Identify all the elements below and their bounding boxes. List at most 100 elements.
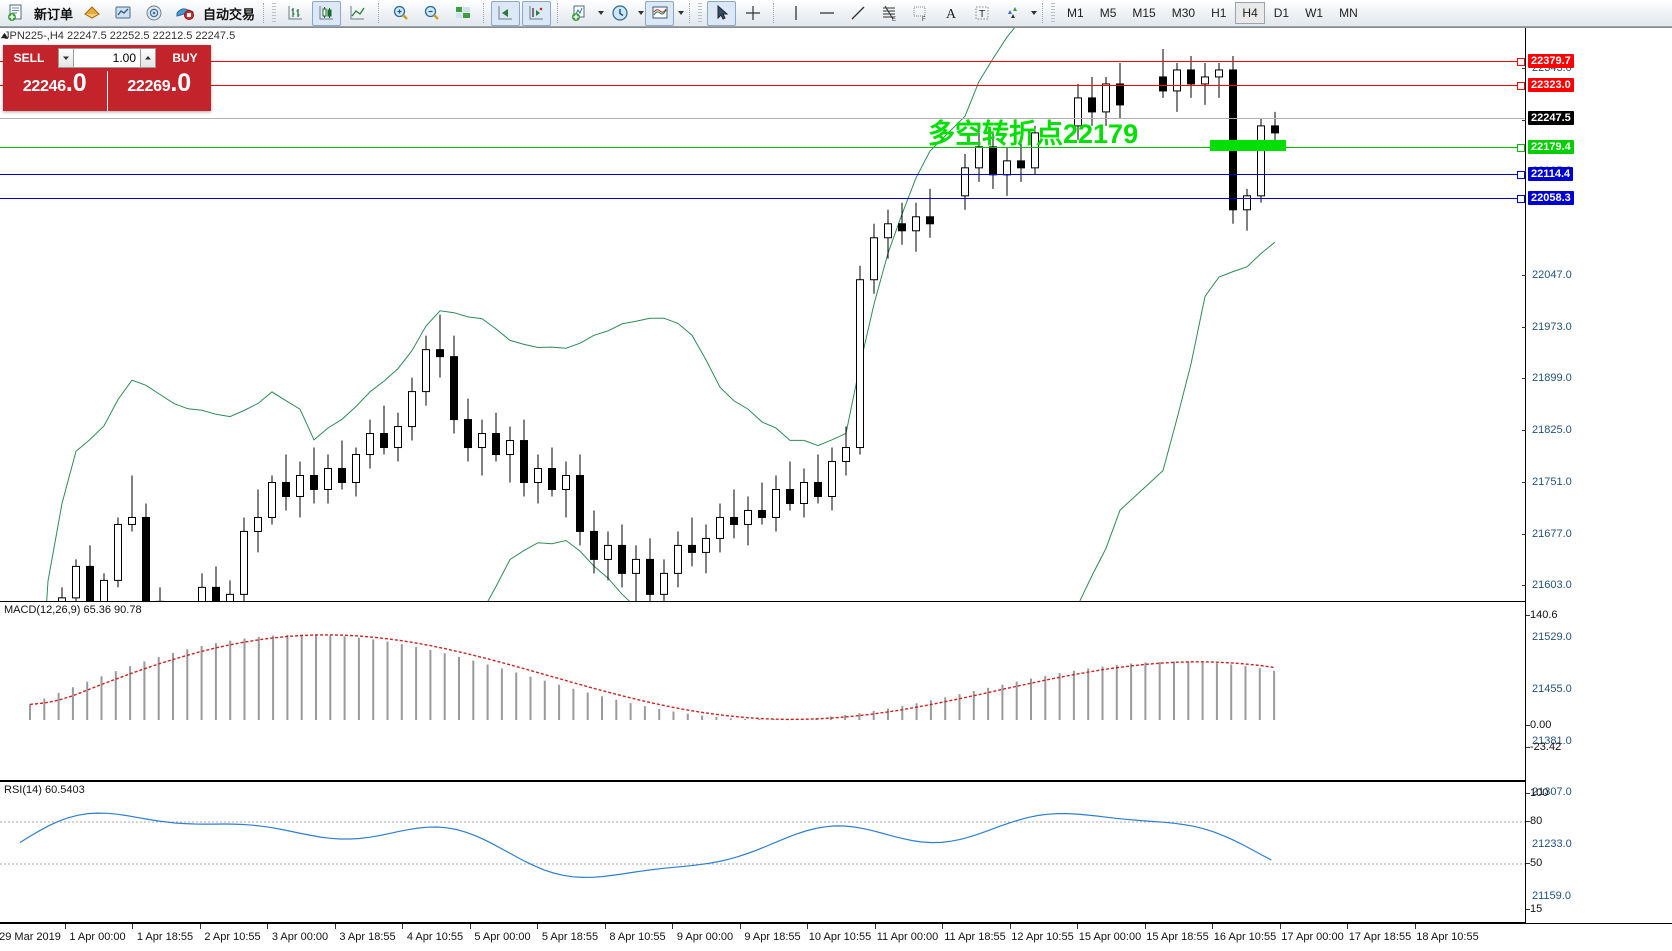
ask-price-fraction: .0 [170,69,192,97]
chart-window[interactable]: JPN225-,H4 22247.5 22252.5 22212.5 22247… [0,27,1672,951]
price-tick: 21677.0 [1522,528,1572,540]
timeframe-d1[interactable]: D1 [1273,6,1290,20]
time-tick-label: 17 Apr 00:00 [1281,931,1344,943]
price-level-line[interactable] [0,174,1525,175]
time-tick-mark [132,924,133,929]
price-level-line[interactable] [0,61,1525,62]
time-tick-mark [942,924,943,929]
signals-icon[interactable] [139,1,168,26]
timeframe-m5[interactable]: M5 [1099,6,1117,20]
time-tick-label: 18 Apr 10:55 [1416,931,1479,943]
sell-button[interactable]: SELL [3,45,55,71]
timeframe-w1[interactable]: W1 [1305,6,1324,20]
fibonacci-icon[interactable]: E [874,1,903,26]
tile-windows-icon[interactable] [448,1,477,26]
time-tick-mark [537,924,538,929]
bar-chart-icon[interactable] [281,1,310,26]
price-level-label[interactable]: 22058.3 [1528,191,1574,205]
chart-annotation-text: 多空转折点22179 [928,119,1139,149]
time-tick-mark [1077,924,1078,929]
candlestick-series [2,28,1279,923]
shapes-icon[interactable] [998,1,1027,26]
terminal-icon[interactable] [108,1,137,26]
templates-icon[interactable] [645,0,675,26]
symbol-ohlc-label: JPN225-,H4 22247.5 22252.5 22212.5 22247… [4,30,236,42]
price-level-line[interactable] [0,147,1525,148]
expert-advisors-icon[interactable] [77,1,106,26]
time-tick-mark [334,924,336,929]
bid-price-button[interactable]: 22246 .0 [3,71,108,111]
zoom-in-icon[interactable] [386,1,415,26]
cursor-icon[interactable] [707,0,737,26]
zoom-out-icon[interactable] [417,1,446,26]
volume-decrement-button[interactable] [58,48,74,68]
time-tick-label: 4 Apr 10:55 [406,931,464,943]
one-click-trading-panel[interactable]: SELL 1.00 BUY 22246 .0 22269 .0 [3,45,211,111]
new-order-icon[interactable] [1,1,30,26]
rsi-scale-tick: 15 [1526,903,1542,915]
time-tick-label: 9 Apr 18:55 [744,931,801,943]
macd-scale-tick: 0.00 [1526,719,1551,731]
text-box-icon[interactable]: T [967,1,996,26]
templates-dropdown-caret[interactable] [678,11,685,15]
shift-end-icon[interactable] [491,0,521,26]
volume-increment-button[interactable] [140,48,156,68]
autotrading-label[interactable]: 自动交易 [203,6,256,22]
auto-scroll-icon[interactable] [522,0,552,26]
volume-control[interactable]: 1.00 [55,45,159,71]
line-chart-icon[interactable] [343,1,372,26]
period-dropdown-caret[interactable] [638,11,645,15]
text-label-icon[interactable]: A [936,1,965,26]
price-level-handle[interactable] [1517,82,1525,90]
indicators-dropdown-caret[interactable] [598,11,605,15]
macd-subwindow[interactable]: MACD(12,26,9) 65.36 90.78 [0,601,1525,781]
toolbar-grip-3[interactable] [1051,3,1056,23]
timeframe-m30[interactable]: M30 [1171,6,1196,20]
price-level-handle[interactable] [1517,171,1525,179]
price-level-handle[interactable] [1517,195,1525,203]
price-level-label[interactable]: 22379.7 [1528,54,1574,68]
price-level-label[interactable]: 22114.4 [1528,167,1574,181]
horizontal-line-icon[interactable] [812,1,841,26]
time-tick-mark [1212,924,1213,929]
price-level-line[interactable] [0,85,1525,86]
timeframe-m15[interactable]: M15 [1132,6,1156,20]
toolbar-grip-2[interactable] [698,3,703,23]
vertical-line-icon[interactable] [781,1,810,26]
equidistant-channel-icon[interactable]: F [905,1,934,26]
timeframe-m1[interactable]: M1 [1067,6,1084,20]
indicators-icon[interactable] [565,1,594,26]
rsi-subwindow[interactable]: RSI(14) 60.5403 [0,781,1525,923]
volume-input[interactable]: 1.00 [74,48,140,68]
price-level-handle[interactable] [1517,58,1525,66]
toolbar-grip[interactable] [272,3,277,23]
timeframe-h4[interactable]: H4 [1235,2,1265,24]
crosshair-icon[interactable] [738,1,767,26]
new-order-label[interactable]: 新订单 [34,6,74,22]
autotrading-icon[interactable] [170,1,199,26]
price-level-line[interactable] [0,118,1525,119]
price-level-handle[interactable] [1517,144,1525,152]
rsi-scale-tick: 50 [1526,857,1542,869]
ask-price-button[interactable]: 22269 .0 [107,69,211,111]
price-level-label[interactable]: 22323.0 [1528,78,1574,92]
price-level-label[interactable]: 22179.4 [1528,140,1574,154]
time-scale[interactable]: 29 Mar 2019 1 Apr 00:00 1 Apr 18:55 2 Apr 1… [0,923,1672,951]
timeframe-h1[interactable]: H1 [1211,6,1227,20]
time-tick-label: 12 Apr 10:55 [1011,931,1074,943]
macd-label: MACD(12,26,9) 65.36 90.78 [4,604,142,616]
price-level-line[interactable] [0,198,1525,199]
chart-collapse-icon[interactable] [0,31,9,40]
price-level-label[interactable]: 22247.5 [1528,111,1574,125]
trendline-icon[interactable] [843,1,872,26]
period-icon[interactable] [605,1,634,26]
time-tick-mark [64,924,66,929]
candlestick-chart-icon[interactable] [312,0,342,26]
time-tick-mark [1414,924,1416,929]
time-tick-label: 16 Apr 10:55 [1213,931,1277,943]
timeframe-mn[interactable]: MN [1339,6,1358,20]
macd-scale-tick: -23.42 [1526,741,1561,753]
price-scale[interactable]: 22343.022269.022195.022047.021973.021899… [1522,28,1672,923]
shapes-dropdown-caret[interactable] [1031,11,1038,15]
buy-button[interactable]: BUY [159,45,211,71]
